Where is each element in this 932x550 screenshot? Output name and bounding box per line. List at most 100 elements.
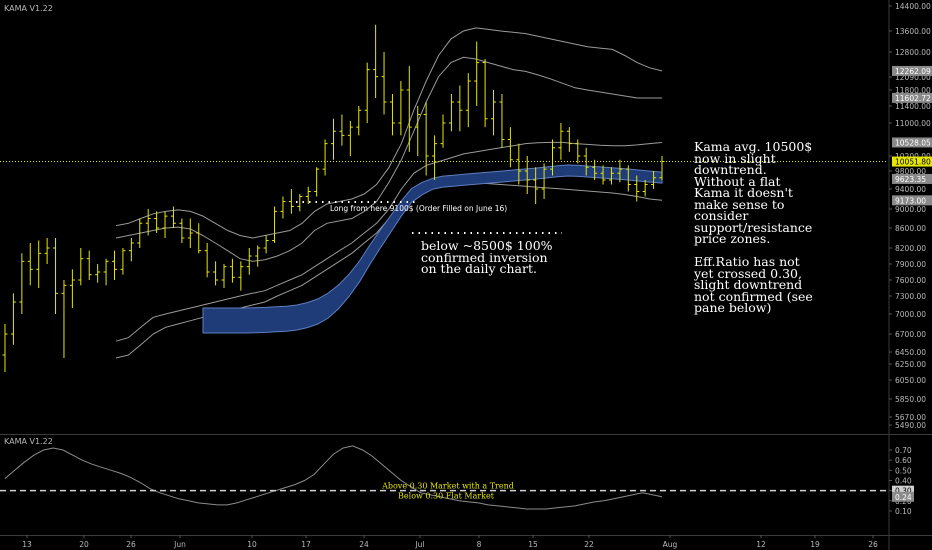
ohlc-bar[interactable] xyxy=(36,240,42,289)
ohlc-bar[interactable] xyxy=(550,139,555,176)
indicator-y-tick-label: 0.40 xyxy=(895,477,912,486)
ohlc-bar[interactable] xyxy=(331,118,336,160)
threshold-text-below: Below 0.30 Flat Market xyxy=(398,492,495,501)
ohlc-bar[interactable] xyxy=(566,127,572,152)
ohlc-bar[interactable] xyxy=(272,206,278,244)
price-pane[interactable]: Long from here 9100$ (Order Filled on Ju… xyxy=(0,24,888,372)
ohlc-bar[interactable] xyxy=(625,165,631,192)
price-label-box xyxy=(892,137,932,148)
price-y-tick-label: 11400.00 xyxy=(895,102,931,111)
ohlc-bar[interactable] xyxy=(524,156,530,194)
ohlc-bar[interactable] xyxy=(305,186,311,204)
ohlc-bar[interactable] xyxy=(280,196,286,219)
ohlc-bar[interactable] xyxy=(448,94,454,132)
ohlc-bar[interactable] xyxy=(204,243,210,278)
ohlc-bar[interactable] xyxy=(499,94,505,148)
ohlc-bar[interactable] xyxy=(238,261,244,291)
ohlc-bar[interactable] xyxy=(120,248,126,275)
ohlc-bar[interactable] xyxy=(95,264,101,283)
ohlc-bar[interactable] xyxy=(44,238,50,264)
ohlc-bar[interactable] xyxy=(432,135,438,180)
ohlc-bar[interactable] xyxy=(381,52,387,115)
ohlc-bar[interactable] xyxy=(322,139,328,176)
ohlc-bar[interactable] xyxy=(86,250,92,280)
ohlc-bar[interactable] xyxy=(137,218,143,249)
ohlc-bar[interactable] xyxy=(162,211,168,238)
ohlc-bar[interactable] xyxy=(213,261,219,286)
price-y-tick-label: 6700.00 xyxy=(895,330,926,339)
ohlc-bar[interactable] xyxy=(347,120,353,156)
price-label: 9173.00 xyxy=(895,196,926,205)
price-y-tick-label: 11800.00 xyxy=(895,86,931,95)
ohlc-bar[interactable] xyxy=(297,194,303,212)
x-tick-label: 12 xyxy=(756,540,766,549)
ohlc-bar[interactable] xyxy=(608,167,614,185)
ohlc-bar[interactable] xyxy=(19,253,25,314)
threshold-label-box xyxy=(892,485,914,496)
ohlc-bar[interactable] xyxy=(600,165,606,185)
ohlc-bar[interactable] xyxy=(651,171,657,189)
ohlc-bar[interactable] xyxy=(634,175,640,202)
ohlc-bar[interactable] xyxy=(112,250,117,280)
ohlc-bar[interactable] xyxy=(516,143,522,185)
ohlc-bar[interactable] xyxy=(246,248,252,275)
ohlc-bar[interactable] xyxy=(154,211,160,233)
ohlc-bar[interactable] xyxy=(415,106,421,156)
ohlc-bar[interactable] xyxy=(592,159,598,180)
ohlc-bar[interactable] xyxy=(170,206,176,229)
ohlc-bar[interactable] xyxy=(179,218,185,244)
ohlc-bar[interactable] xyxy=(78,248,84,286)
ohlc-bar[interactable] xyxy=(288,189,294,214)
price-label-box xyxy=(892,65,932,76)
ohlc-bar[interactable] xyxy=(373,24,379,98)
ohlc-bar[interactable] xyxy=(583,147,589,176)
ohlc-bar[interactable] xyxy=(482,59,488,128)
ohlc-bar[interactable] xyxy=(53,238,59,314)
ohlc-bar[interactable] xyxy=(229,258,235,283)
ohlc-bar[interactable] xyxy=(314,167,320,197)
ohlc-bar[interactable] xyxy=(128,238,134,262)
inversion-note: below ~8500$ 100% confirmed inversion on… xyxy=(421,238,553,276)
ohlc-bar[interactable] xyxy=(145,209,151,236)
ohlc-bar[interactable] xyxy=(533,167,539,204)
ohlc-bar[interactable] xyxy=(465,73,471,128)
ohlc-bar[interactable] xyxy=(491,90,497,136)
ohlc-bar[interactable] xyxy=(339,114,345,146)
ohlc-bar[interactable] xyxy=(103,258,109,286)
ohlc-bar[interactable] xyxy=(389,94,395,136)
ohlc-bar[interactable] xyxy=(575,139,581,164)
ohlc-bar[interactable] xyxy=(398,81,404,136)
ohlc-bar[interactable] xyxy=(61,280,67,358)
ohlc-bar[interactable] xyxy=(659,156,665,180)
current-value-label-box xyxy=(892,491,914,502)
ohlc-bar[interactable] xyxy=(356,106,362,136)
ohlc-bar[interactable] xyxy=(221,264,227,288)
price-y-tick-label: 9000.00 xyxy=(895,205,926,214)
ohlc-bar[interactable] xyxy=(423,102,429,176)
ohlc-bar[interactable] xyxy=(457,85,463,132)
ohlc-bar[interactable] xyxy=(263,235,269,254)
ohlc-bar[interactable] xyxy=(27,243,33,286)
ohlc-bar[interactable] xyxy=(406,66,412,152)
ohlc-bar[interactable] xyxy=(187,218,193,249)
ohlc-bar[interactable] xyxy=(196,223,202,254)
ohlc-bar[interactable] xyxy=(558,123,564,160)
ohlc-bar[interactable] xyxy=(507,127,513,168)
ohlc-bar[interactable] xyxy=(474,41,480,107)
ohlc-bar[interactable] xyxy=(617,159,623,183)
ohlc-bar[interactable] xyxy=(440,114,446,148)
price-y-tick-label: 7600.00 xyxy=(895,276,926,285)
ohlc-bar[interactable] xyxy=(2,324,8,372)
ohlc-bar[interactable] xyxy=(642,180,648,197)
ohlc-bar[interactable] xyxy=(541,163,547,200)
ohlc-bar[interactable] xyxy=(364,62,370,123)
ohlc-bar[interactable] xyxy=(10,293,16,345)
entry-note: Long from here 9100$ (Order Filled on Ju… xyxy=(330,204,507,213)
x-tick-label: Jul xyxy=(414,540,424,549)
ohlc-bar[interactable] xyxy=(255,245,261,267)
ohlc-bar[interactable] xyxy=(69,269,75,308)
efficiency-ratio-line xyxy=(4,445,663,510)
